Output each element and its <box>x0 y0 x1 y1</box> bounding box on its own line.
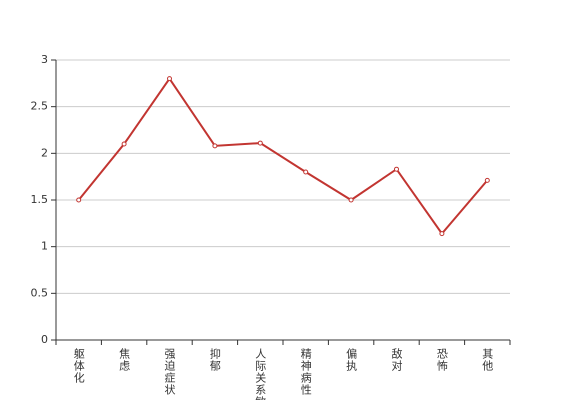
point <box>394 166 399 172</box>
x-tick-label: 躯体化 <box>72 348 85 384</box>
line <box>77 76 489 236</box>
x-tick-label: 强迫症状 <box>163 348 176 396</box>
point <box>439 231 445 237</box>
point <box>303 169 309 175</box>
y-tick-label: 0 <box>41 333 48 346</box>
point <box>76 197 82 203</box>
point <box>257 140 263 146</box>
x-tick-label: 其他 <box>481 348 494 372</box>
x-tick-label: 偏执 <box>345 347 358 372</box>
y-tick-label: 3 <box>41 53 48 66</box>
x-tick-label: 焦虑 <box>118 348 131 372</box>
point <box>167 76 172 82</box>
point <box>121 141 127 147</box>
x-tick-label: 人际关系敏感 <box>254 348 267 400</box>
y-tick-label: 2 <box>41 146 48 159</box>
y-tick-label: 1.5 <box>31 193 49 206</box>
x-tick-label: 恐怖 <box>435 348 448 372</box>
point <box>348 197 354 203</box>
x-tick-label: 精神病性 <box>299 348 312 396</box>
y-tick-label: 1 <box>41 240 48 253</box>
x-tick-label: 敌对 <box>390 347 403 372</box>
y-tick-label: 2.5 <box>31 100 49 113</box>
y-tick-label: 0.5 <box>31 286 49 299</box>
point <box>484 177 490 183</box>
x-tick-label: 抑郁 <box>208 347 221 372</box>
point <box>212 143 218 149</box>
